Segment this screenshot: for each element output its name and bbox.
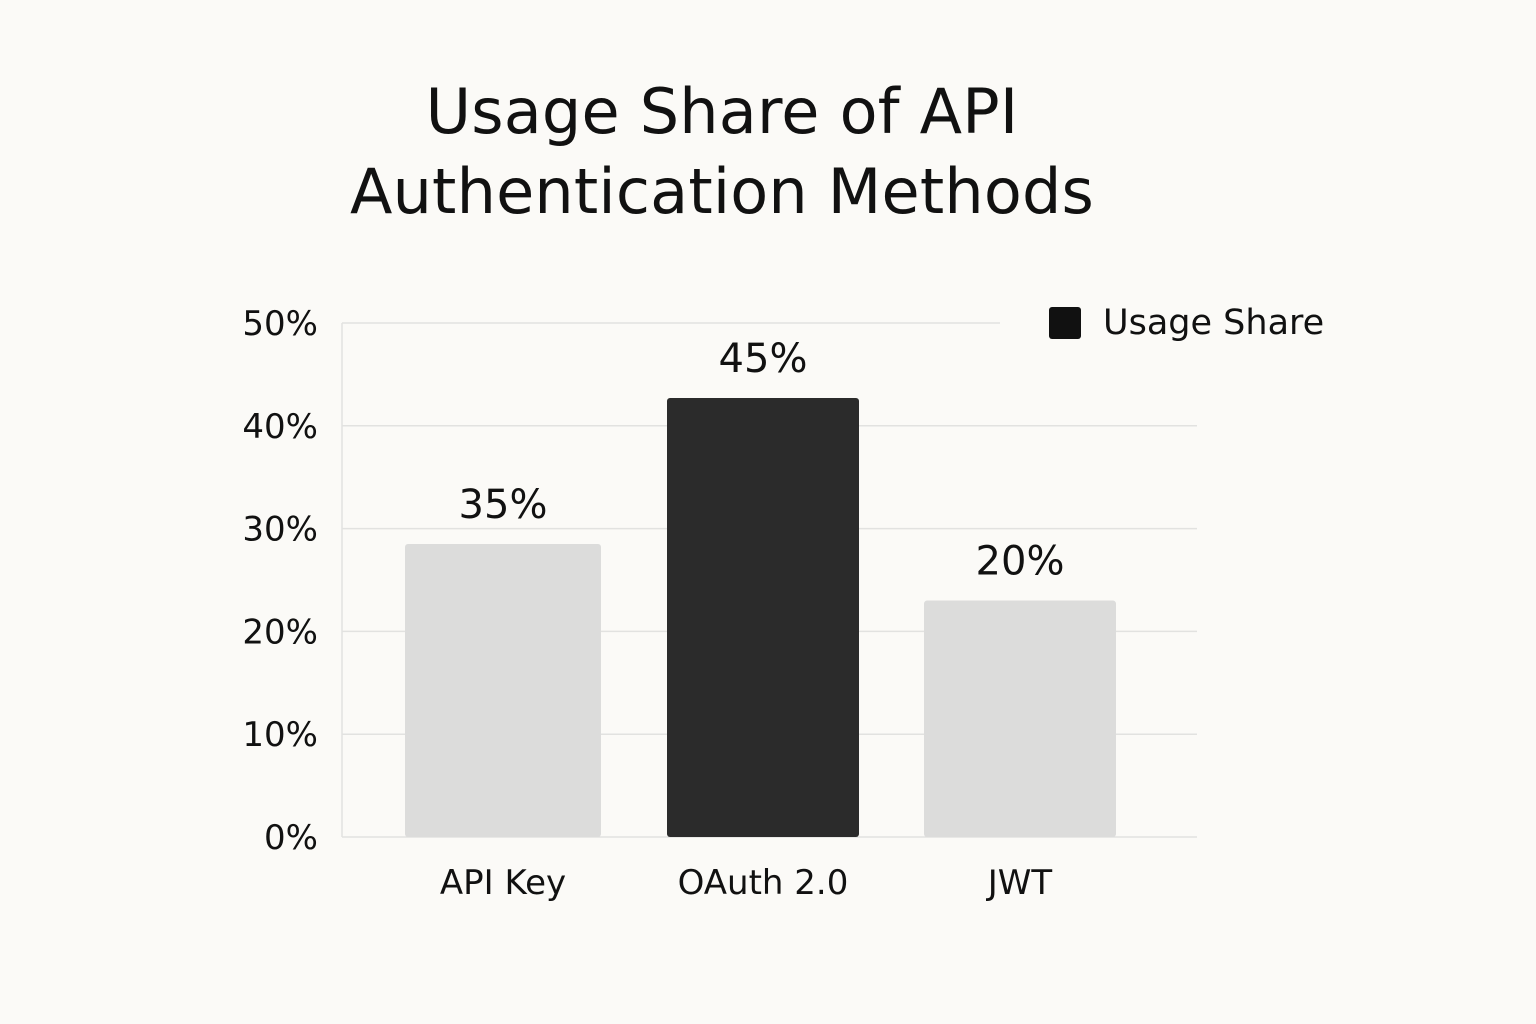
y-tick-label-30: 30% — [242, 510, 318, 550]
data-label-jwt: 20% — [976, 539, 1065, 585]
chart-title-line-2: Authentication Methods — [349, 155, 1095, 228]
y-tick-label-20: 20% — [242, 612, 318, 652]
x-tick-label-jwt: JWT — [986, 863, 1053, 903]
y-tick-label-40: 40% — [242, 407, 318, 447]
legend: Usage Share — [1049, 303, 1324, 343]
legend-label: Usage Share — [1103, 303, 1325, 343]
data-label-oauth-2: 45% — [719, 336, 808, 382]
bar-jwt — [924, 600, 1116, 837]
chart-title-line-1: Usage Share of API — [425, 75, 1019, 148]
y-tick-label-0: 0% — [264, 818, 318, 858]
chart-title: Usage Share of API Authentication Method… — [322, 72, 1122, 232]
x-tick-label-api-key: API Key — [440, 863, 566, 903]
data-label-api-key: 35% — [459, 482, 548, 528]
x-tick-label-oauth-2: OAuth 2.0 — [678, 863, 849, 903]
legend-swatch — [1049, 307, 1081, 339]
y-tick-label-10: 10% — [242, 715, 318, 755]
y-tick-label-50: 50% — [242, 304, 318, 344]
bar-api-key — [405, 544, 601, 837]
bar-oauth-2 — [667, 398, 859, 837]
